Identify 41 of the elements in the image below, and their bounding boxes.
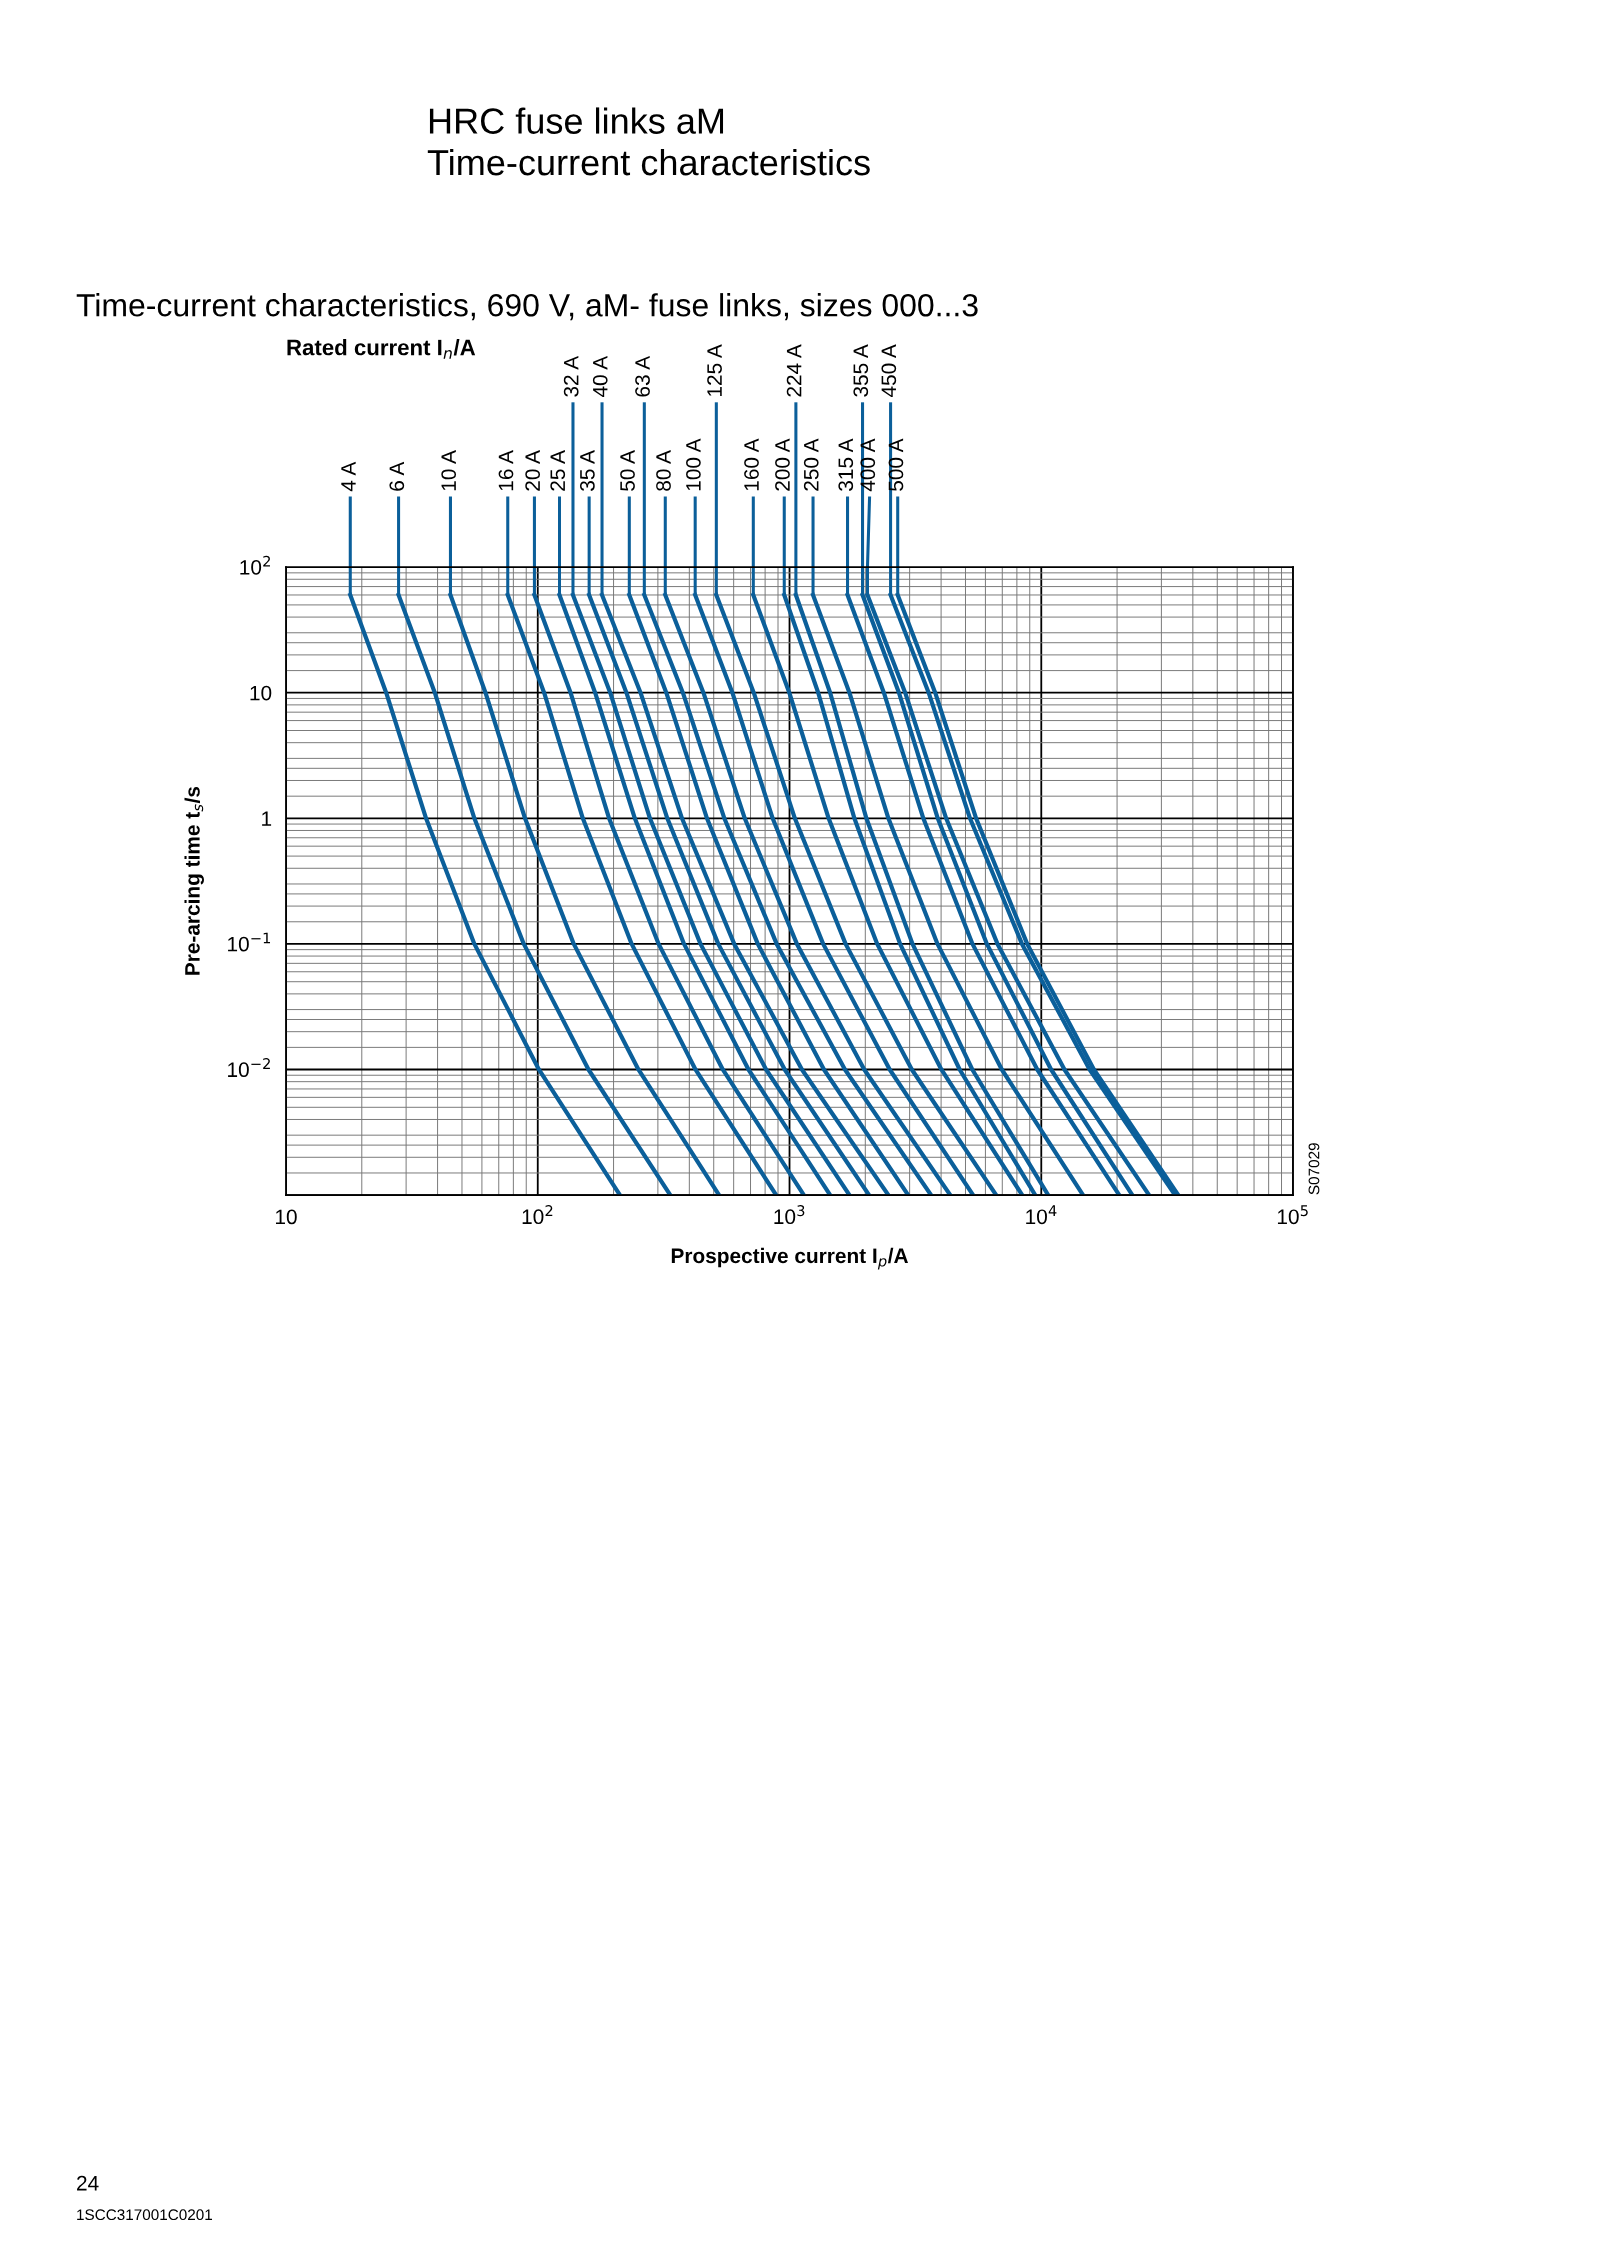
text: 80 A (656, 450, 671, 491)
text: 32 A (563, 355, 579, 397)
text: 20 A (525, 450, 541, 491)
y-tick-label: 10$^{−2}$ (228, 1058, 270, 1078)
text: 63 A (635, 355, 650, 397)
text: 25 A (550, 450, 566, 491)
text: 40 A (592, 355, 608, 398)
text: 1SCC317001C0201 (77, 2209, 213, 2221)
text: 500 A (888, 438, 904, 491)
y-axis-title: Pre-arcing time t$_{s}$/s (184, 786, 204, 975)
chart-title: HRC fuse links aM Time-current characteristics (427, 107, 870, 176)
text: 224 A (786, 344, 802, 397)
x-tick-label: 10$^{5}$ (1277, 1205, 1308, 1225)
y-tick-label: 1 (262, 811, 272, 826)
text: 160 A (744, 438, 759, 491)
text: 50 A (620, 450, 635, 491)
text: 24 (77, 2175, 99, 2191)
text: 125 A (707, 344, 722, 396)
text: S07029 (1308, 1143, 1320, 1195)
text: 315 A (838, 438, 854, 491)
text: 200 A (775, 438, 790, 491)
chart-subtitle: Time-current characteristics, 690 V, aM- fuse links, sizes 000...3 (76, 293, 978, 321)
text: 6 A (389, 461, 405, 491)
text: 35 A (579, 450, 595, 491)
x-tick-label: 10$^{4}$ (1026, 1205, 1057, 1225)
text: 400 A (860, 438, 876, 492)
x-axis-title: Prospective current I$_{p}$/A (671, 1247, 909, 1270)
x-tick-label: 10$^{3}$ (774, 1205, 805, 1225)
x-tick-label: 10 (276, 1209, 297, 1225)
text: 250 A (803, 438, 819, 491)
x-tick-label: 10$^{2}$ (522, 1205, 553, 1225)
text: 450 A (881, 344, 897, 398)
text: 100 A (686, 438, 701, 491)
text: 355 A (853, 344, 869, 397)
text: 4 A (341, 461, 356, 492)
y-tick-label: 10$^{−1}$ (228, 932, 271, 952)
legend-title: Rated current I$_{n}$/A (287, 339, 476, 359)
text: 16 A (498, 450, 514, 491)
text: 10 A (441, 450, 457, 491)
y-tick-label: 10 (250, 685, 272, 701)
y-tick-label: 10$^{2}$ (240, 555, 270, 575)
